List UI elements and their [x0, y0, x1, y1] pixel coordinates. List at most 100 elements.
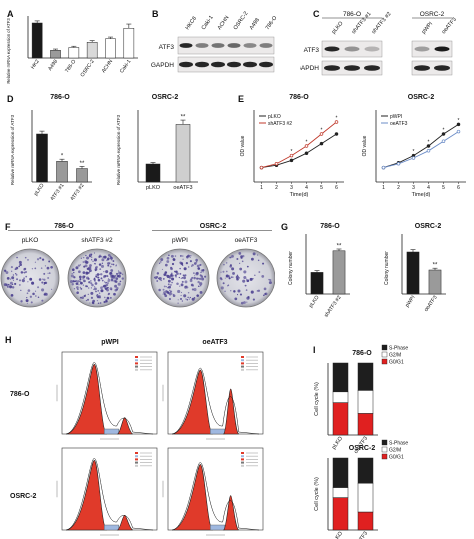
panel-f-colony [227, 284, 230, 286]
panel-f-colony [177, 302, 179, 304]
panel-f-colony [97, 278, 101, 282]
panel-f-colony [114, 284, 118, 288]
panel-f-colony [75, 280, 78, 283]
panel-f-colony [185, 298, 187, 300]
panel-e-786o-significance: * [306, 140, 308, 146]
panel-f-colony [183, 267, 187, 271]
panel-f-colony [9, 278, 12, 280]
panel-f-colony [87, 287, 90, 289]
panel-f-colony [181, 280, 184, 283]
panel-b-band-atf3 [227, 43, 241, 48]
panel-b-band-gapdh [243, 61, 257, 68]
panel-a-bar [31, 22, 43, 59]
panel-b-band-atf3 [179, 43, 193, 48]
panel-h-786o-oeatf3-legend-swatch [241, 356, 244, 358]
panel-e-osrc2-title: OSRC-2 [408, 94, 435, 101]
panel-f-colony [115, 265, 117, 267]
panel-f-colony [6, 285, 9, 288]
panel-h-osrc2-pwpi-legend-swatch [135, 461, 138, 464]
panel-g-786o-tick-label: shATF3 #2 [323, 295, 342, 319]
panel-e-osrc2-series-point [426, 144, 431, 148]
panel-i-osrc2-tick-label: oeATF3 [353, 531, 369, 539]
panel-d-786o-significance: * [61, 154, 64, 160]
panel-c-band-gapdh [414, 65, 430, 71]
panel-f-colony [105, 285, 107, 287]
panel-f-colony [73, 288, 76, 290]
panel-f-plate-label: shATF3 #2 [81, 237, 113, 244]
panel-f-colony [91, 283, 94, 287]
panel-f-colony [106, 258, 110, 261]
panel-f-colony [109, 265, 112, 268]
panel-d-osrc2-significance: ** [181, 115, 186, 121]
panel-f-colony [3, 269, 7, 272]
panel-f-colony [18, 260, 22, 264]
panel-f-colony [93, 278, 96, 281]
panel-f-colony [183, 294, 187, 298]
panel-label-e: E [238, 94, 245, 104]
panel-e-osrc2-x-tick-label: 4 [427, 185, 430, 191]
panel-f-colony [257, 289, 261, 292]
panel-f-colony [250, 290, 254, 294]
panel-f-colony [38, 278, 42, 281]
panel-f-colony [31, 281, 35, 285]
panel-f-colony [166, 290, 169, 294]
panel-f-colony [39, 257, 42, 260]
panel-f-colony [189, 296, 191, 299]
panel-f-colony [23, 277, 25, 280]
panel-c-row-label-atf3: ATF3 [304, 47, 320, 54]
panel-c-band-atf3 [434, 46, 450, 52]
panel-f-colony [41, 281, 44, 284]
panel-a-tick-label: HK2 [30, 59, 41, 71]
panel-f-colony [15, 273, 18, 276]
panel-f-colony [29, 295, 32, 298]
panel-f-colony [29, 277, 33, 281]
panel-e-osrc2-x-label: Time(d) [412, 192, 431, 198]
panel-f-colony [236, 294, 239, 296]
panel-f-colony [180, 277, 182, 280]
panel-f-colony [112, 263, 115, 266]
panel-f-colony [77, 264, 81, 267]
panel-i-786o-title: 786-O [352, 350, 372, 357]
panel-h-osrc2-oeatf3-legend-swatch [241, 455, 244, 458]
panel-b-band-gapdh [227, 61, 241, 68]
panel-f-colony [184, 285, 188, 289]
panel-e-osrc2-series-point [456, 129, 461, 134]
panel-f-colony [76, 291, 79, 295]
panel-f-colony [117, 274, 121, 278]
panel-f-colony [101, 262, 104, 264]
panel-f-colony [111, 263, 113, 265]
panel-g-786o-bar [332, 250, 346, 295]
panel-c-group-osrc2: OSRC-2 [420, 11, 445, 18]
panel-a-tick-label: Caki-1 [119, 59, 133, 75]
panel-f-colony [168, 285, 171, 289]
panel-f-colony [79, 264, 82, 266]
panel-f-colony [107, 264, 110, 267]
panel-e-osrc2-significance: * [458, 118, 460, 124]
panel-i-osrc2-legend-swatch [381, 439, 388, 446]
panel-f-colony [171, 277, 175, 281]
panel-f-colony [107, 262, 110, 265]
panel-f-colony [26, 296, 28, 299]
panel-f-colony [196, 277, 199, 280]
panel-f-colony [82, 256, 85, 259]
panel-f-colony [79, 280, 81, 283]
panel-i-786o-legend-label: G2/M [389, 353, 401, 359]
panel-f-colony [117, 282, 121, 286]
panel-f-colony [110, 275, 114, 279]
panel-f-colony [160, 279, 162, 282]
panel-h-osrc2-pwpi-legend-swatch [135, 452, 138, 454]
panel-f-colony [162, 288, 165, 291]
panel-f-colony [160, 261, 162, 263]
panel-f-colony [185, 261, 189, 265]
panel-f-colony [18, 265, 21, 268]
panel-f-colony [110, 256, 113, 260]
panel-h-786o-oeatf3-legend-swatch [241, 368, 244, 371]
panel-i-osrc2-segment-s [332, 457, 349, 488]
panel-f-colony [168, 292, 172, 296]
panel-f-colony [86, 261, 89, 264]
panel-e-osrc2-legend-label: oeATF3 [390, 121, 408, 127]
panel-f-colony [121, 273, 124, 276]
panel-f-colony [82, 275, 86, 279]
panel-d-osrc2-tick-label: pLKO [146, 185, 161, 191]
